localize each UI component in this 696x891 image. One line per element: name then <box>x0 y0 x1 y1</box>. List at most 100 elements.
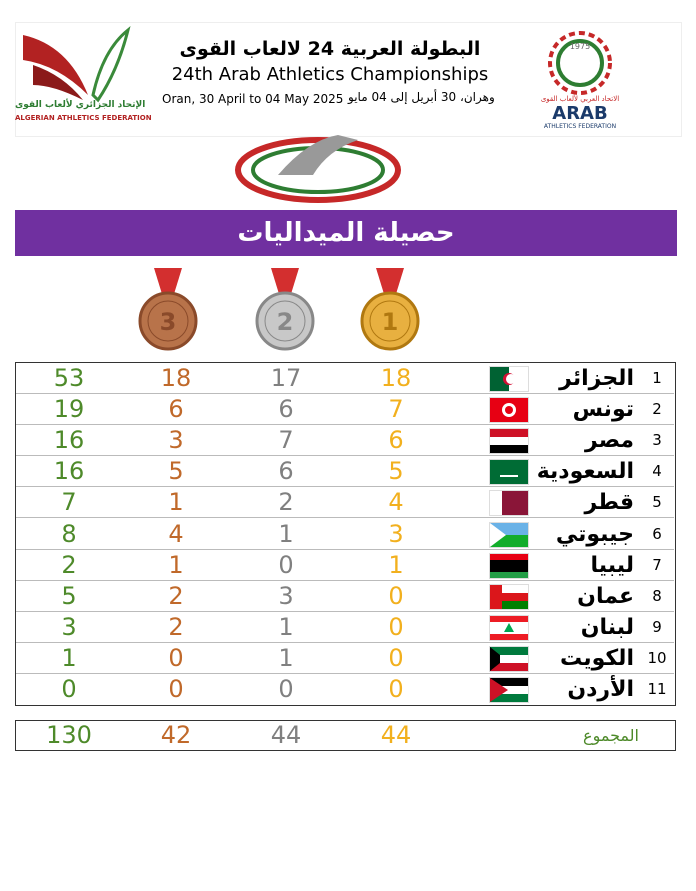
flag <box>489 645 529 672</box>
silver-count: 0 <box>278 675 294 703</box>
country: تونس <box>572 397 634 423</box>
silver-count: 17 <box>270 364 302 392</box>
rank: 9 <box>652 617 662 636</box>
table-row: 8 عمان 0 3 2 5 <box>16 581 674 612</box>
medal-label: 2 <box>277 308 294 336</box>
silver-count: 6 <box>278 395 294 424</box>
medal-label: 3 <box>160 308 177 336</box>
total-count: 16 <box>53 426 85 455</box>
medal: 3 <box>138 268 198 351</box>
rank: 1 <box>652 369 662 387</box>
flag <box>489 583 529 610</box>
totals-label: المجموع <box>583 726 639 745</box>
gold-count: 0 <box>388 612 404 641</box>
dates-ar: وهران، 30 أبريل إلى 04 مايو <box>348 90 495 104</box>
rank: 3 <box>652 431 662 450</box>
right-logo-name: ARAB <box>552 103 608 124</box>
bronze-count: 5 <box>168 457 184 486</box>
silver-count: 1 <box>278 519 294 548</box>
gold-count: 0 <box>388 675 404 703</box>
country: مصر <box>585 428 634 454</box>
rank: 4 <box>652 462 662 481</box>
silver-count: 7 <box>278 426 294 455</box>
table-row: 1 الجزائر 18 17 18 53 <box>16 363 674 395</box>
gold-count: 0 <box>388 581 404 610</box>
title-ar: البطولة العربية 24 لالعاب القوى <box>179 38 481 60</box>
flag <box>489 677 529 703</box>
total-count: 3 <box>61 612 77 641</box>
rank: 2 <box>652 400 662 419</box>
total-count: 1 <box>61 643 77 672</box>
bronze-count: 2 <box>168 581 184 610</box>
total-count: 7 <box>61 488 77 517</box>
title-en: 24th Arab Athletics Championships <box>171 64 489 85</box>
flag <box>489 490 529 517</box>
rank: 8 <box>652 586 662 605</box>
country: ليبيا <box>590 552 634 578</box>
country: السعودية <box>536 459 634 485</box>
gold-count: 4 <box>388 488 404 517</box>
table-row: 7 ليبيا 1 0 1 2 <box>16 550 674 581</box>
country: عمان <box>577 583 634 609</box>
bronze-count: 3 <box>168 426 184 455</box>
country: لبنان <box>580 614 634 640</box>
left-logo <box>23 26 131 103</box>
gold-count: 0 <box>388 643 404 672</box>
flag <box>489 428 529 455</box>
total-count: 8 <box>61 519 77 548</box>
totals-row: المجموع 44 44 42 130 <box>15 720 676 751</box>
bronze-count: 1 <box>168 550 184 579</box>
table-row: 9 لبنان 0 1 2 3 <box>16 612 674 643</box>
table-row: 4 السعودية 5 6 5 16 <box>16 456 674 488</box>
silver-count: 3 <box>278 581 294 610</box>
rank: 7 <box>652 555 662 574</box>
silver-count: 0 <box>278 550 294 579</box>
bronze-count: 18 <box>160 364 192 392</box>
gold-count: 1 <box>388 550 404 579</box>
medal-table: 1 الجزائر 18 17 18 53 2 تونس 7 6 6 19 3 مصر 6 7 3 16 4 السع… <box>15 362 676 706</box>
total-count: 16 <box>53 457 85 486</box>
gold-count: 3 <box>388 519 404 548</box>
right-logo <box>548 31 612 95</box>
medal: 2 <box>255 268 315 351</box>
total-total: 130 <box>46 721 92 749</box>
bronze-count: 0 <box>168 643 184 672</box>
medals: 3 2 1 <box>138 268 420 351</box>
total-count: 2 <box>61 550 77 579</box>
medal-label: 1 <box>382 308 399 336</box>
right-logo-ar: الاتحاد العربي لألعاب القوى <box>540 95 620 103</box>
gold-total: 44 <box>380 721 412 749</box>
country: الكويت <box>560 645 634 671</box>
table-row: 3 مصر 6 7 3 16 <box>16 425 674 457</box>
bronze-count: 2 <box>168 612 184 641</box>
gold-count: 18 <box>380 364 412 392</box>
left-logo-en: ALGERIAN ATHLETICS FEDERATION <box>15 114 152 122</box>
right-logo-year: 1975 <box>569 42 591 51</box>
left-logo-ar: الإتحاد الجزائري لألعاب القوى <box>15 100 146 110</box>
flag <box>489 552 529 579</box>
bronze-count: 0 <box>168 675 184 703</box>
silver-count: 1 <box>278 612 294 641</box>
silver-count: 2 <box>278 488 294 517</box>
flag <box>489 366 529 392</box>
total-count: 5 <box>61 581 77 610</box>
flag <box>489 521 529 548</box>
bronze-count: 6 <box>168 395 184 424</box>
medal: 1 <box>360 268 420 351</box>
silver-count: 1 <box>278 643 294 672</box>
table-row: 5 قطر 4 2 1 7 <box>16 487 674 519</box>
gold-count: 5 <box>388 457 404 486</box>
bronze-total: 42 <box>160 721 192 749</box>
table-row: 6 جيبوتي 3 1 4 8 <box>16 519 674 550</box>
country: جيبوتي <box>555 521 634 547</box>
total-count: 19 <box>53 395 85 424</box>
runner-logo <box>235 135 401 203</box>
country: قطر <box>584 490 634 516</box>
flag <box>489 614 529 641</box>
bronze-count: 4 <box>168 519 184 548</box>
rank: 10 <box>647 648 667 667</box>
flag <box>489 397 529 424</box>
table-row: 11 الأردن 0 0 0 0 <box>16 674 674 705</box>
dates-en: Oran, 30 April to 04 May 2025 <box>162 92 344 106</box>
